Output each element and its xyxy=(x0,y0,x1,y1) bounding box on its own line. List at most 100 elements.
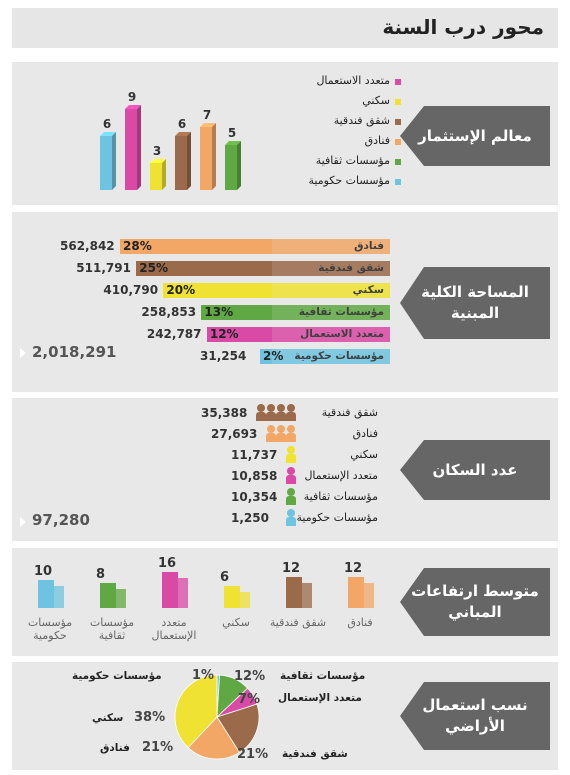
tab-population: عدد السكان xyxy=(400,440,550,500)
page-title: محور درب السنة xyxy=(382,15,544,39)
panel-area: المساحة الكلية المبنية فنادق 28% 562,842 شق… xyxy=(12,212,558,392)
legend-swatch xyxy=(395,119,401,125)
legend-label: شقق فندقية xyxy=(333,114,390,127)
population-total: 97,280 xyxy=(32,511,90,529)
height-label: فنادق xyxy=(347,616,373,629)
area-bar xyxy=(120,239,272,254)
height-value: 16 xyxy=(158,555,177,571)
height-label: مؤسسات ثقافية xyxy=(89,616,135,643)
legend-swatch xyxy=(395,179,401,185)
area-pct: 20% xyxy=(166,283,196,297)
population-value: 10,858 xyxy=(231,469,278,483)
landuse-pie xyxy=(174,674,260,760)
building-icon xyxy=(54,586,64,608)
person-body-icon xyxy=(276,433,286,442)
area-pct: 12% xyxy=(209,327,239,341)
height-label: سكني xyxy=(222,616,250,629)
investment-bar-value: 6 xyxy=(178,117,186,131)
person-body-icon xyxy=(286,496,296,505)
area-pct: 28% xyxy=(123,239,152,253)
person-body-icon xyxy=(266,412,276,421)
investment-bar xyxy=(225,141,241,190)
building-icon xyxy=(116,588,126,608)
person-head-icon xyxy=(277,425,285,433)
person-body-icon xyxy=(266,433,276,442)
building-icon xyxy=(162,571,178,608)
pie-label: مؤسسات حكومية xyxy=(72,670,162,682)
pie-label: سكني xyxy=(92,712,124,724)
pie-label: مؤسسات ثقافية xyxy=(280,670,366,682)
legend-swatch xyxy=(395,139,401,145)
panel-landuse: نسب استعمال الأراضي مؤسسات حكومية 1% مؤسسا… xyxy=(12,662,558,770)
area-total: 2,018,291 xyxy=(32,343,117,361)
height-value: 12 xyxy=(344,561,363,577)
area-pct: 13% xyxy=(204,305,234,319)
legend-swatch xyxy=(395,79,401,85)
investment-bars: 6 9 3 6 7 5 xyxy=(100,90,241,190)
area-row-label: سكني xyxy=(272,283,390,298)
height-value: 8 xyxy=(96,566,106,582)
pie-label: شقق فندقية xyxy=(282,748,348,760)
pie-pct: 21% xyxy=(142,740,174,755)
investment-bar xyxy=(150,159,166,190)
area-row-label: فنادق xyxy=(272,239,390,254)
investment-bar-value: 3 xyxy=(153,144,161,158)
building-icon xyxy=(348,577,364,608)
pie-pct: 38% xyxy=(134,710,166,725)
area-row-label: مؤسسات حكومية xyxy=(272,349,390,364)
pie-pct: 1% xyxy=(192,668,215,683)
investment-bar xyxy=(125,105,141,190)
person-head-icon xyxy=(267,404,275,412)
legend-label: متعدد الاستعمال xyxy=(316,74,390,87)
investment-bar xyxy=(200,123,216,190)
person-head-icon xyxy=(277,404,285,412)
population-label: متعدد الإستعمال xyxy=(304,469,378,482)
person-head-icon xyxy=(287,509,295,517)
area-bar xyxy=(163,283,272,298)
person-head-icon xyxy=(257,404,265,412)
tab-landuse: نسب استعمال الأراضي xyxy=(400,682,550,750)
legend-label: فنادق xyxy=(364,134,390,147)
population-value: 10,354 xyxy=(231,490,278,504)
building-icon xyxy=(240,591,250,608)
panel-investment: معالم الإستثمار 6 9 3 6 7 5 متعدد الاستعمال سك… xyxy=(12,62,558,205)
legend-swatch xyxy=(395,159,401,165)
area-bar xyxy=(136,261,272,276)
population-value: 1,250 xyxy=(231,511,269,525)
area-row-label: متعدد الاستعمال xyxy=(272,327,390,342)
panel-population: عدد السكان شقق فندقية 35,388 فنادق 27,693 سك… xyxy=(12,398,558,541)
person-body-icon xyxy=(256,412,266,421)
building-icon xyxy=(286,577,302,608)
legend-label: مؤسسات ثقافية xyxy=(315,154,390,167)
person-head-icon xyxy=(287,446,295,454)
tab-investment: معالم الإستثمار xyxy=(400,106,550,166)
person-body-icon xyxy=(276,412,286,421)
building-icon xyxy=(364,583,374,608)
investment-bar-value: 9 xyxy=(128,90,136,104)
person-body-icon xyxy=(286,517,296,526)
population-label: سكني xyxy=(350,448,378,461)
person-head-icon xyxy=(287,404,295,412)
area-value: 31,254 xyxy=(200,349,247,363)
height-value: 6 xyxy=(220,569,230,585)
title-bar: محور درب السنة xyxy=(12,8,558,48)
pie-label: متعدد الإستعمال xyxy=(278,692,362,704)
area-value: 258,853 xyxy=(141,305,197,319)
total-arrow-icon xyxy=(20,517,26,527)
legend-swatch xyxy=(395,99,401,105)
population-label: مؤسسات ثقافية xyxy=(303,490,378,503)
legend-label: سكني xyxy=(362,94,390,107)
investment-bar-value: 5 xyxy=(228,126,236,140)
person-body-icon xyxy=(286,454,296,463)
person-body-icon xyxy=(286,433,296,442)
area-value: 511,791 xyxy=(76,261,131,275)
height-label: مؤسسات حكومية xyxy=(27,616,73,643)
building-icon xyxy=(100,582,116,608)
building-icon xyxy=(224,585,240,608)
pie-slice xyxy=(187,716,241,760)
height-label: شقق فندقية xyxy=(269,616,327,629)
person-head-icon xyxy=(267,425,275,433)
population-label: شقق فندقية xyxy=(321,406,378,419)
area-row-label: شقق فندقية xyxy=(272,261,390,276)
person-body-icon xyxy=(286,475,296,484)
